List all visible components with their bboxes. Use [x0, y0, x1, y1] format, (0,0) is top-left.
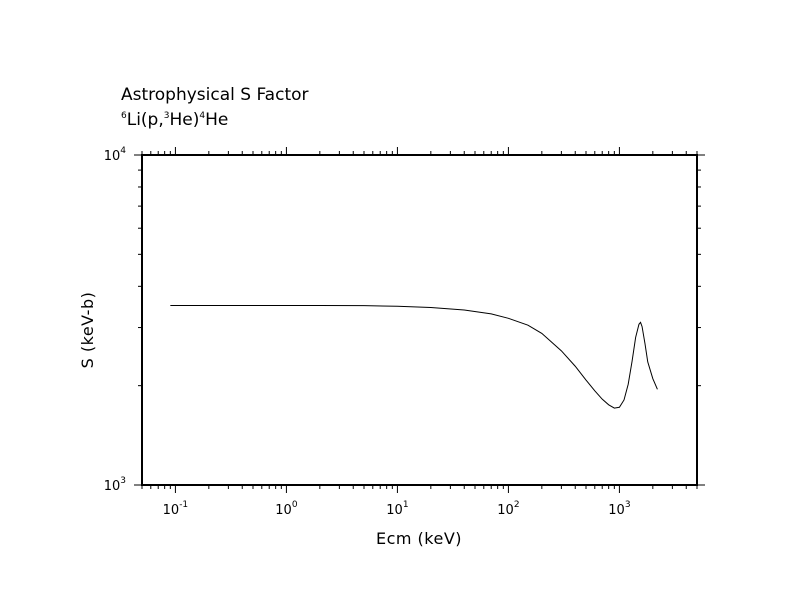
x-tick-label: 101 [386, 500, 408, 518]
x-tick-label-exponent: -1 [179, 500, 188, 510]
subtitle-superscript: 6 [121, 111, 127, 121]
x-tick-label-base: 10 [497, 503, 514, 518]
y-tick-label: 104 [104, 146, 127, 164]
x-tick-label-base: 10 [386, 503, 403, 518]
y-tick-label-exponent: 3 [120, 476, 126, 486]
y-tick-label-exponent: 4 [120, 146, 126, 156]
x-tick-label-base: 10 [163, 503, 180, 518]
subtitle-text: He) [170, 110, 200, 130]
x-tick-label-exponent: 0 [292, 500, 298, 510]
subtitle-text: He [205, 110, 228, 130]
subtitle-superscript: 4 [199, 111, 205, 121]
x-tick-label-exponent: 1 [403, 500, 409, 510]
x-tick-label-base: 10 [275, 503, 292, 518]
x-tick-label: 10-1 [163, 500, 189, 518]
chart-subtitle: 6Li(p,3He)4He [121, 110, 228, 130]
y-tick-label-base: 10 [104, 479, 121, 494]
series-line-s-factor [170, 304, 658, 409]
x-tick-label-exponent: 2 [514, 500, 520, 510]
x-tick-label: 102 [497, 500, 519, 518]
subtitle-text: Li(p, [127, 110, 164, 130]
plot-frame [141, 154, 698, 486]
x-axis-label: Ecm (keV) [376, 529, 462, 548]
x-tick-label: 103 [608, 500, 630, 518]
y-axis-label: S (keV-b) [78, 292, 97, 369]
x-tick-label-base: 10 [608, 503, 625, 518]
subtitle-superscript: 3 [164, 111, 170, 121]
y-tick-label-base: 10 [104, 149, 121, 164]
axis-ticks [134, 147, 705, 493]
y-tick-label: 103 [104, 476, 126, 494]
x-tick-label: 100 [275, 500, 298, 518]
x-tick-label-exponent: 3 [625, 500, 631, 510]
chart-title: Astrophysical S Factor [121, 85, 309, 105]
